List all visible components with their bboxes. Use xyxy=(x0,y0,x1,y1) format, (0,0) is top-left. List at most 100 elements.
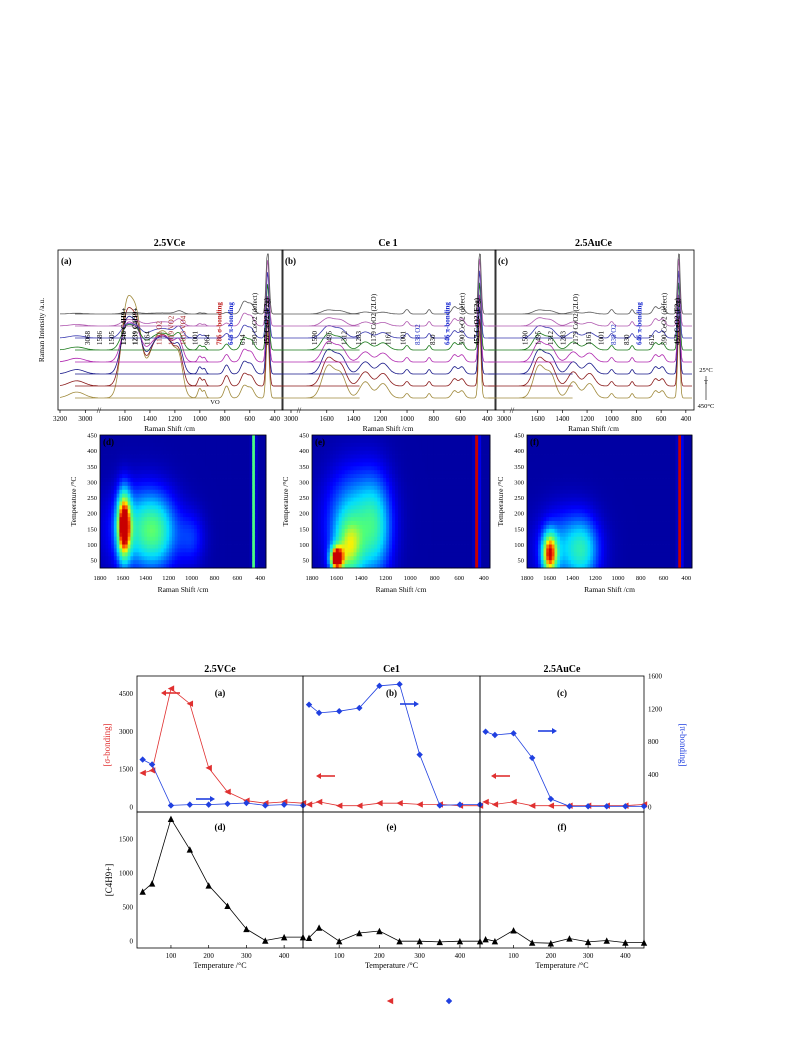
heatmap-cell xyxy=(124,466,129,471)
heatmap-cell xyxy=(389,462,393,467)
heatmap-cell xyxy=(130,505,134,510)
heatmap-cell xyxy=(177,438,181,444)
spectrum-line xyxy=(273,282,494,351)
heatmap-cell xyxy=(216,513,220,518)
heatmap-cell xyxy=(344,493,348,498)
heatmap-cell xyxy=(403,513,408,518)
heatmap-cell xyxy=(224,540,228,545)
heatmap-cell xyxy=(451,552,455,557)
heatmap-cell xyxy=(543,435,547,440)
heatmap-cell xyxy=(202,446,206,452)
heatmap-cell xyxy=(593,438,597,444)
heatmap-cell xyxy=(487,501,491,506)
heatmap-cell xyxy=(105,446,109,452)
heatmap-cell xyxy=(332,552,337,557)
heatmap-cell xyxy=(595,438,599,444)
heatmap-cell xyxy=(166,521,170,526)
heatmap-cell xyxy=(639,478,643,483)
heatmap-cell xyxy=(380,548,384,553)
heatmap-cell xyxy=(177,521,181,526)
heatmap-cell xyxy=(421,462,426,467)
heatmap-cell xyxy=(135,462,140,467)
heatmap-cell xyxy=(158,532,162,538)
heatmap-cell xyxy=(650,458,654,463)
heatmap-cell xyxy=(102,552,106,557)
heatmap-cell xyxy=(656,458,660,463)
heatmap-cell xyxy=(177,466,181,471)
heatmap-cell xyxy=(138,532,142,538)
heatmap-cell xyxy=(177,442,181,448)
heatmap-cell xyxy=(338,548,343,553)
heatmap-cell xyxy=(626,470,630,475)
heatmap-cell xyxy=(196,493,200,498)
heatmap-cell xyxy=(463,532,467,538)
heatmap-cell xyxy=(171,454,176,459)
heatmap-cell xyxy=(472,462,476,467)
heatmap-cell xyxy=(374,532,378,538)
spectrum-line xyxy=(273,318,494,387)
heatmap-cell xyxy=(392,532,396,538)
heatmap-cell xyxy=(241,556,245,561)
heatmap-cell xyxy=(335,513,340,518)
heatmap-cell xyxy=(368,474,372,479)
heatmap-cell xyxy=(356,544,360,549)
heatmap-cell xyxy=(427,478,432,483)
x-tick-label: 1200 xyxy=(162,575,175,582)
heatmap-cell xyxy=(371,552,375,557)
heatmap-cell xyxy=(210,560,214,565)
heatmap-cell xyxy=(392,548,396,553)
heatmap-cell xyxy=(155,501,159,506)
heatmap-cell xyxy=(386,489,390,495)
heatmap-cell xyxy=(383,560,387,565)
heatmap-cell xyxy=(448,540,452,545)
heatmap-cell xyxy=(571,466,575,471)
heatmap-cell xyxy=(341,478,346,483)
heatmap-cell xyxy=(478,501,482,506)
heatmap-cell xyxy=(412,564,417,569)
heatmap-cell xyxy=(205,442,209,448)
heatmap-cell xyxy=(149,493,153,498)
heatmap-cell xyxy=(196,564,200,569)
heatmap-cell xyxy=(111,536,115,542)
heatmap-cell xyxy=(238,470,242,475)
heatmap-cell xyxy=(158,536,162,542)
heatmap-cell xyxy=(368,505,372,510)
heatmap-cell xyxy=(398,442,402,448)
heatmap-cell xyxy=(160,560,165,565)
heatmap-cell xyxy=(341,556,346,561)
heatmap-cell xyxy=(100,513,104,518)
heatmap-cell xyxy=(487,470,491,475)
heatmap-cell xyxy=(359,470,363,475)
heatmap-cell xyxy=(484,497,488,502)
heatmap-cell xyxy=(317,505,322,510)
heatmap-cell xyxy=(326,462,331,467)
heatmap-cell xyxy=(135,560,140,565)
heatmap-cell xyxy=(341,446,346,452)
heatmap-cell xyxy=(427,552,432,557)
heatmap-cell xyxy=(442,493,446,498)
heatmap-cell xyxy=(135,466,140,471)
heatmap-cell xyxy=(119,564,123,569)
heatmap-cell xyxy=(218,466,223,471)
heatmap-cell xyxy=(365,532,369,538)
heatmap-cell xyxy=(124,509,129,514)
heatmap-cell xyxy=(218,505,223,510)
heatmap-cell xyxy=(683,450,687,455)
heatmap-cell xyxy=(571,454,575,459)
heatmap-cell xyxy=(481,560,485,565)
heatmap-cell xyxy=(415,552,420,557)
heatmap-cell xyxy=(347,521,351,526)
heatmap-cell xyxy=(631,474,635,479)
heatmap-cell xyxy=(191,485,195,491)
heatmap-cell xyxy=(642,474,646,479)
heatmap-cell xyxy=(314,485,319,491)
heatmap-cell xyxy=(122,505,126,510)
heatmap-cell xyxy=(249,524,253,530)
heatmap-cell xyxy=(111,513,115,518)
heatmap-cell xyxy=(401,497,405,502)
heatmap-cell xyxy=(347,474,351,479)
heatmap-cell xyxy=(224,442,228,448)
heatmap-cell xyxy=(659,450,663,455)
heatmap-cell xyxy=(113,552,117,557)
heatmap-cell xyxy=(100,466,104,471)
